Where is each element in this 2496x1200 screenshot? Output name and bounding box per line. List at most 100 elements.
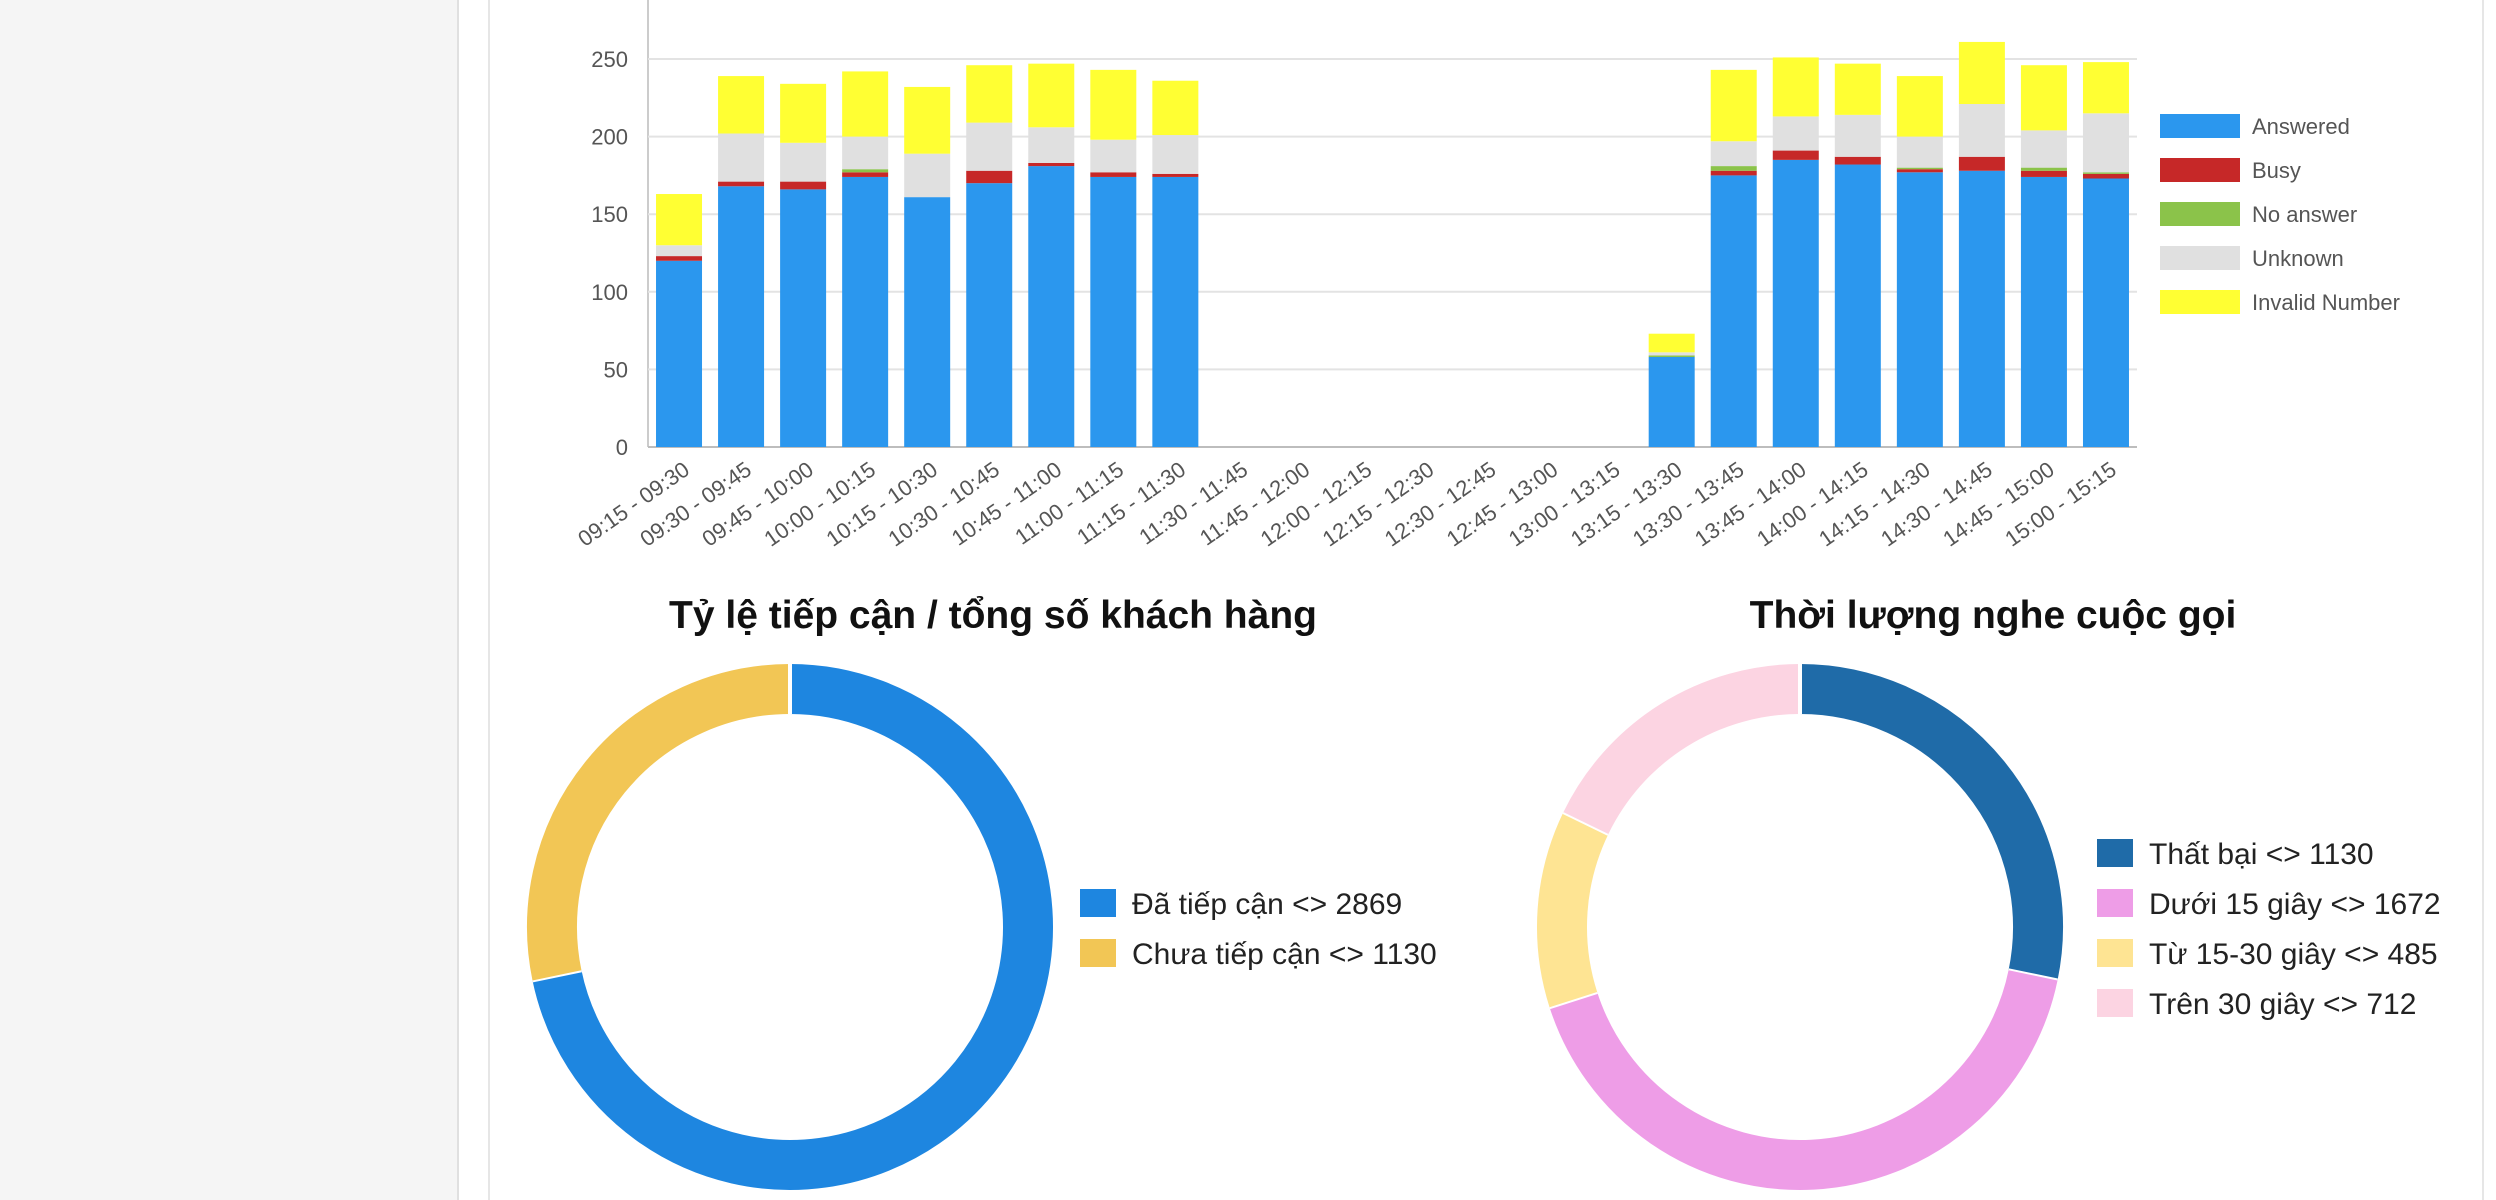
bar-segment-busy [1958,156,2005,171]
bar-segment-no-answer [1710,166,1757,171]
bar-segment-answered [718,186,765,447]
bar-segment-no-answer [1648,355,1695,357]
pie-legend-label: Từ 15-30 giây <> 485 [2149,938,2438,971]
donut-slice [532,664,1053,1190]
bar-segment-answered [1772,159,1819,447]
y-tick-label: 250 [591,47,628,72]
pie-legend-swatch [1080,889,1116,917]
bar-segment-invalid-number [1834,63,1881,115]
donut-slice [1549,970,2058,1190]
bar-segment-invalid-number [1090,69,1137,140]
bar-segment-invalid-number [656,194,703,246]
bar-segment-busy [1152,173,1199,177]
bar-segment-invalid-number [1896,76,1943,137]
bar-segment-invalid-number [718,76,765,134]
legend-label: Invalid Number [2252,290,2400,315]
bar-segment-invalid-number [966,65,1013,123]
legend-label: Busy [2252,158,2301,183]
bar-segment-unknown [2082,113,2129,173]
bar-segment-invalid-number [1772,57,1819,117]
bar-segment-answered [2082,178,2129,447]
legend-label: No answer [2252,202,2357,227]
bar-segment-busy [656,256,703,261]
bar-segment-unknown [1834,114,1881,157]
bar-segment-unknown [1090,139,1137,173]
bar-segment-answered [1834,164,1881,447]
bar-segment-invalid-number [2082,62,2129,114]
bar-segment-invalid-number [780,83,827,143]
bar-segment-busy [2020,170,2067,177]
donut-slice [1537,812,1609,1008]
legend-swatch [2160,202,2240,226]
y-tick-label: 50 [604,357,628,382]
pie-legend-swatch [1080,939,1116,967]
bar-segment-busy [1710,170,1757,176]
bar-segment-answered [1896,172,1943,447]
bar-segment-answered [1028,166,1075,447]
bar-segment-invalid-number [1710,69,1757,142]
bar-segment-invalid-number [2020,65,2067,131]
bar-segment-no-answer [2082,172,2129,174]
bar-segment-no-answer [2020,167,2067,171]
left-sidebar-panel [0,0,459,1200]
bar-segment-busy [1772,150,1819,160]
legend-swatch [2160,114,2240,138]
pie-legend-swatch [2097,839,2133,867]
bar-segment-answered [904,197,951,447]
bar-segment-invalid-number [1152,80,1199,136]
bar-segment-unknown [1958,104,2005,157]
bar-segment-answered [966,183,1013,447]
donut-slice [527,664,791,981]
bar-segment-busy [1896,169,1943,173]
bar-segment-invalid-number [1648,333,1695,353]
y-tick-label: 200 [591,125,628,150]
bar-segment-invalid-number [904,86,951,154]
right-divider [2482,0,2484,1200]
bar-segment-unknown [904,153,951,198]
bar-segment-answered [656,260,703,447]
y-tick-label: 150 [591,202,628,227]
bar-segment-busy [1090,172,1137,177]
bar-segment-unknown [718,133,765,182]
pie-legend-label: Thất bại <> 1130 [2149,838,2374,871]
bar-segment-answered [1648,356,1695,447]
bar-segment-busy [1834,156,1881,165]
bar-segment-unknown [1772,116,1819,151]
bar-segment-busy [842,172,889,177]
bar-segment-unknown [780,142,827,182]
pie-legend-swatch [2097,989,2133,1017]
y-tick-label: 100 [591,280,628,305]
bar-segment-busy [780,181,827,190]
legend-label: Answered [2252,114,2350,139]
content-divider [488,0,490,1200]
legend-swatch [2160,290,2240,314]
bar-segment-unknown [656,245,703,257]
legend-swatch [2160,158,2240,182]
bar-segment-answered [1710,175,1757,447]
legend-swatch [2160,246,2240,270]
bar-segment-unknown [1648,352,1695,356]
pie2-title: Thời lượng nghe cuộc gọi [1750,594,2237,637]
bar-segment-unknown [842,136,889,170]
pie-legend-label: Chưa tiếp cận <> 1130 [1132,938,1437,971]
bar-segment-answered [2020,176,2067,447]
bar-segment-invalid-number [1958,41,2005,105]
bar-segment-answered [780,189,827,448]
bar-segment-no-answer [842,169,889,173]
bar-segment-unknown [1028,127,1075,163]
bar-segment-busy [1028,162,1075,167]
legend-label: Unknown [2252,246,2344,271]
bar-segment-answered [1958,170,2005,447]
bar-segment-busy [966,170,1013,184]
bar-segment-busy [718,181,765,187]
bar-segment-unknown [1710,141,1757,167]
donut-slice [1563,664,1801,835]
bar-segment-answered [1090,176,1137,447]
bar-segment-busy [2082,173,2129,179]
pie-legend-label: Đã tiếp cận <> 2869 [1132,888,1402,921]
bar-segment-invalid-number [1028,63,1075,128]
pie-legend-label: Dưới 15 giây <> 1672 [2149,888,2441,921]
y-tick-label: 0 [616,435,628,460]
pie-legend-swatch [2097,939,2133,967]
